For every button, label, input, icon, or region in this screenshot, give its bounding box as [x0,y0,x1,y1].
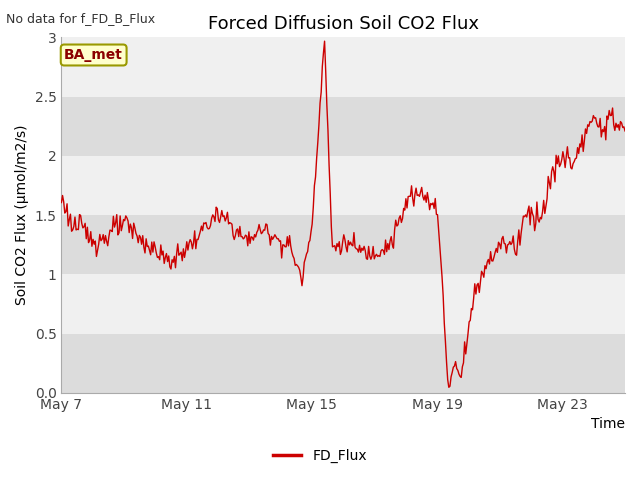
Title: Forced Diffusion Soil CO2 Flux: Forced Diffusion Soil CO2 Flux [208,15,479,33]
Bar [61,37,625,96]
Bar [61,156,625,215]
X-axis label: Time: Time [591,418,625,432]
Bar [61,275,625,334]
Text: BA_met: BA_met [64,48,123,62]
Text: No data for f_FD_B_Flux: No data for f_FD_B_Flux [6,12,156,25]
Bar [61,96,625,156]
Bar [61,334,625,393]
Bar [61,215,625,275]
Y-axis label: Soil CO2 Flux (μmol/m2/s): Soil CO2 Flux (μmol/m2/s) [15,125,29,305]
Legend: FD_Flux: FD_Flux [268,443,372,468]
